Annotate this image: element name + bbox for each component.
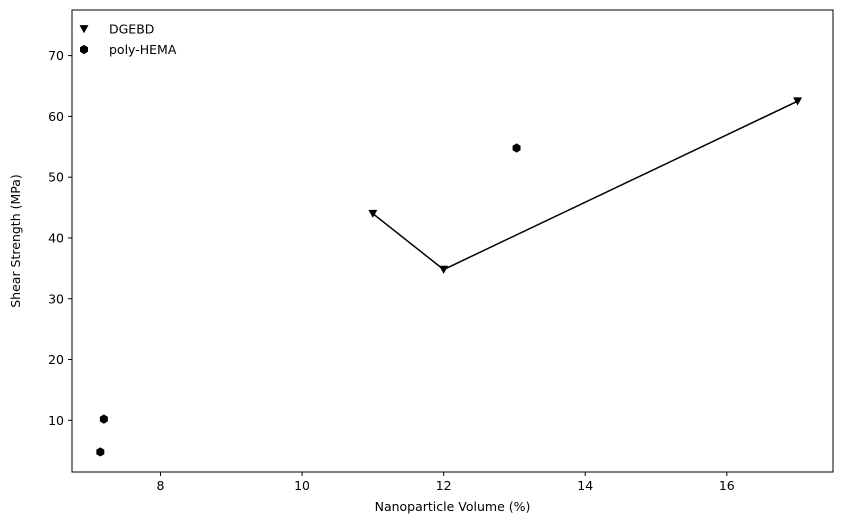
x-axis: 8 10 12 14 16 <box>157 472 735 493</box>
y-tick-label: 20 <box>48 352 64 367</box>
data-point-poly-hema <box>99 414 108 424</box>
data-point-poly-hema <box>512 143 521 153</box>
y-tick-label: 30 <box>48 291 64 306</box>
y-axis-label: Shear Strength (MPa) <box>8 174 23 308</box>
x-tick-label: 10 <box>294 478 310 493</box>
legend: DGEBD poly-HEMA <box>79 22 177 57</box>
y-tick-label: 10 <box>48 413 64 428</box>
data-point-dgebd <box>439 265 449 274</box>
legend-label-poly-hema: poly-HEMA <box>109 42 177 57</box>
y-tick-label: 60 <box>48 109 64 124</box>
series-layer <box>96 97 803 457</box>
legend-label-dgebd: DGEBD <box>109 22 154 37</box>
legend-marker-dgebd <box>79 25 89 34</box>
x-tick-label: 8 <box>157 478 165 493</box>
plot-frame <box>71 9 834 473</box>
y-tick-label: 40 <box>48 230 64 245</box>
legend-marker-poly-hema <box>80 44 88 55</box>
data-point-poly-hema <box>96 447 105 457</box>
x-tick-label: 12 <box>436 478 452 493</box>
y-tick-label: 50 <box>48 170 64 185</box>
y-tick-label: 70 <box>48 48 64 63</box>
plot-background <box>72 10 833 472</box>
x-tick-label: 14 <box>577 478 593 493</box>
x-axis-label: Nanoparticle Volume (%) <box>375 499 531 514</box>
data-point-dgebd <box>368 209 378 218</box>
x-tick-label: 16 <box>719 478 735 493</box>
data-point-dgebd <box>793 97 803 106</box>
y-axis: 10 20 30 40 50 60 70 <box>48 48 72 428</box>
